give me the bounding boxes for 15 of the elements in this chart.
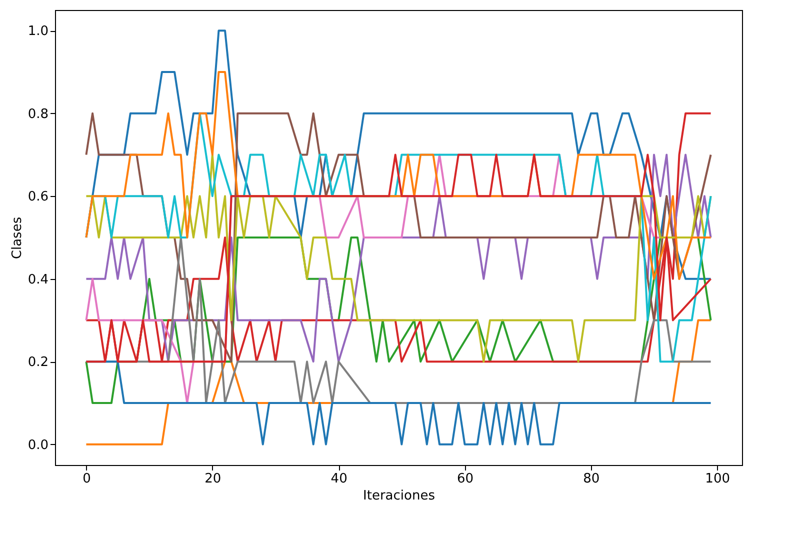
x-tick-label: 40 — [330, 472, 348, 486]
x-tick-label: 60 — [456, 472, 474, 486]
y-tick-label: 0.6 — [28, 190, 48, 205]
line-series — [85, 112, 712, 363]
x-tick-label: 80 — [583, 472, 600, 486]
y-tick-label: 0.0 — [28, 438, 48, 453]
x-tick-label: 0 — [82, 472, 91, 486]
y-tick-label: 1.0 — [28, 24, 48, 40]
y-axis-title: Clases — [10, 216, 25, 260]
x-tick-label: 20 — [204, 472, 222, 486]
x-tick-label: 100 — [705, 472, 730, 486]
y-tick-label: 0.2 — [28, 355, 48, 370]
y-tick-label: 0.8 — [28, 106, 48, 122]
y-tick-label: 0.4 — [28, 272, 48, 288]
x-axis-title: Iteraciones — [363, 488, 436, 504]
